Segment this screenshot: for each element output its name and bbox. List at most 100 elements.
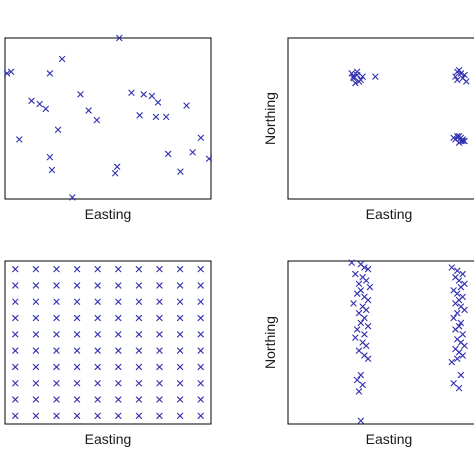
data-point	[364, 296, 372, 304]
data-point	[177, 168, 184, 175]
x-axis-label: Easting	[366, 431, 413, 447]
data-point	[115, 412, 122, 420]
data-point	[359, 73, 366, 80]
data-point	[197, 265, 204, 273]
data-point	[197, 282, 204, 289]
data-point	[46, 70, 54, 77]
plot-frame	[287, 260, 474, 425]
data-point	[454, 290, 461, 297]
data-point	[352, 79, 359, 87]
data-point	[53, 265, 60, 273]
data-point	[16, 136, 23, 143]
data-point	[115, 396, 122, 403]
data-point	[459, 331, 466, 338]
data-point	[197, 298, 204, 305]
data-point	[454, 310, 461, 317]
data-point	[94, 282, 101, 289]
data-point	[12, 298, 19, 305]
data-point	[135, 363, 143, 371]
data-point	[73, 298, 81, 305]
data-point	[135, 396, 143, 403]
x-axis-label: Easting	[85, 206, 132, 222]
data-point	[350, 73, 357, 80]
data-point	[152, 113, 160, 121]
data-point	[73, 314, 81, 322]
y-axis-label: Northing	[262, 316, 278, 369]
data-point	[348, 259, 355, 266]
data-point	[73, 347, 81, 354]
data-point	[455, 384, 463, 392]
data-point	[354, 290, 361, 297]
data-point	[53, 331, 60, 338]
data-point	[73, 363, 81, 371]
data-point	[77, 91, 84, 98]
data-point	[352, 334, 359, 341]
data-point	[136, 112, 143, 119]
data-point	[361, 264, 368, 271]
data-point	[115, 380, 122, 387]
data-point	[115, 331, 122, 338]
data-point	[156, 265, 163, 273]
data-point	[156, 380, 163, 387]
data-point	[128, 89, 135, 96]
data-point	[73, 412, 81, 420]
data-point	[53, 314, 60, 322]
data-point	[350, 75, 357, 82]
data-point	[73, 265, 81, 273]
data-point	[58, 55, 66, 63]
data-point	[176, 314, 184, 322]
panel-top-left: Easting	[3, 34, 213, 222]
data-point	[135, 265, 143, 273]
data-point	[366, 283, 374, 291]
data-point	[115, 347, 122, 354]
data-point	[357, 417, 364, 424]
points-layer	[12, 265, 204, 420]
data-point	[53, 363, 60, 371]
data-point	[197, 380, 204, 387]
data-point	[32, 265, 40, 273]
data-point	[12, 396, 19, 403]
data-point	[53, 396, 60, 403]
data-point	[165, 150, 172, 158]
data-point	[3, 70, 11, 77]
x-axis-label: Easting	[85, 431, 132, 447]
points-layer	[3, 34, 213, 201]
data-point	[354, 376, 361, 384]
data-point	[112, 170, 119, 177]
panel-top-right: Easting Northing	[262, 37, 474, 222]
data-point	[448, 358, 455, 366]
data-point	[32, 380, 40, 387]
data-point	[455, 133, 463, 140]
data-point	[361, 331, 368, 338]
data-point	[354, 326, 361, 333]
data-point	[163, 113, 170, 121]
data-point	[357, 371, 364, 379]
data-point	[183, 102, 190, 109]
data-point	[32, 282, 40, 289]
panel-bottom-left: Easting	[4, 260, 212, 447]
data-point	[12, 314, 19, 322]
data-point	[355, 347, 363, 354]
data-point	[452, 326, 459, 333]
data-point	[46, 153, 54, 161]
data-point	[363, 306, 370, 314]
data-point	[448, 264, 455, 271]
data-point	[454, 76, 461, 84]
data-point	[32, 412, 40, 420]
data-point	[463, 78, 470, 85]
data-point	[455, 67, 463, 74]
data-point	[156, 396, 163, 403]
data-point	[457, 70, 465, 77]
data-point	[48, 166, 56, 174]
data-point	[452, 300, 459, 307]
data-point	[32, 314, 40, 322]
data-point	[364, 265, 372, 273]
data-point	[12, 347, 19, 354]
data-point	[69, 194, 76, 201]
points-layer	[348, 259, 468, 424]
data-point	[176, 380, 184, 387]
data-point	[357, 76, 364, 84]
data-point	[94, 380, 101, 387]
